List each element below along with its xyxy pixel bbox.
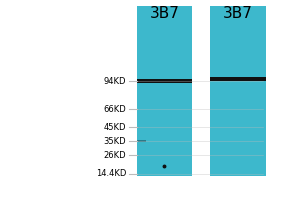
Bar <box>136 140 146 142</box>
Text: 14.4KD: 14.4KD <box>96 170 126 178</box>
Bar <box>136 6 192 176</box>
Bar <box>210 77 266 81</box>
Text: 45KD: 45KD <box>103 122 126 132</box>
Bar <box>136 79 192 83</box>
Text: 35KD: 35KD <box>103 136 126 146</box>
Text: 66KD: 66KD <box>103 104 126 114</box>
Text: 26KD: 26KD <box>103 150 126 160</box>
Text: 3B7: 3B7 <box>223 6 253 21</box>
Text: 3B7: 3B7 <box>149 6 179 21</box>
Text: 94KD: 94KD <box>103 76 126 86</box>
Bar <box>210 6 266 176</box>
